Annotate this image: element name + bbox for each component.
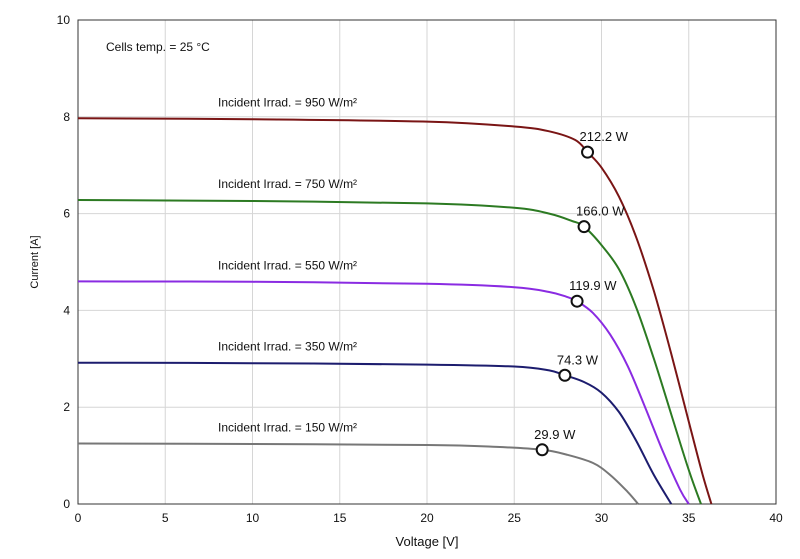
y-tick-label: 8 [63,110,70,124]
x-axis-label: Voltage [V] [396,534,459,549]
series-name-label: Incident Irrad. = 750 W/m² [218,177,357,191]
x-tick-label: 10 [246,511,260,525]
y-tick-label: 4 [63,303,70,317]
x-tick-label: 25 [508,511,522,525]
series-name-label: Incident Irrad. = 350 W/m² [218,340,357,354]
y-axis-label: Current [A] [29,235,41,288]
chart-annotation: Cells temp. = 25 °C [106,40,210,54]
mpp-power-label: 119.9 W [569,278,617,293]
series-line [77,361,673,505]
mpp-power-label: 166.0 W [576,204,625,219]
series-line [77,199,702,505]
x-tick-label: 0 [75,511,82,525]
mpp-marker [581,145,595,159]
x-tick-label: 40 [769,511,783,525]
series-line [77,442,639,505]
series-name-label: Incident Irrad. = 550 W/m² [218,258,357,272]
y-tick-label: 10 [57,13,71,27]
x-tick-label: 15 [333,511,347,525]
y-tick-label: 2 [63,400,70,414]
mpp-marker [570,294,584,308]
mpp-power-label: 74.3 W [557,352,599,367]
mpp-power-label: 29.9 W [534,427,576,442]
plot-frame [77,19,777,505]
series-labels: Incident Irrad. = 950 W/m² 212.2 W Inciden… [218,95,629,442]
series-name-label: Incident Irrad. = 950 W/m² [218,95,357,109]
y-tick-label: 6 [63,207,70,221]
mpp-power-label: 212.2 W [580,129,629,144]
x-tick-label: 30 [595,511,609,525]
grid [78,20,776,504]
mpp-marker [558,368,572,382]
series-line [77,117,713,505]
series-line [77,280,690,505]
mpp-marker [577,220,591,234]
series-name-label: Incident Irrad. = 150 W/m² [218,421,357,435]
y-tick-label: 0 [63,497,70,511]
x-tick-label: 35 [682,511,696,525]
axis-ticks: 0 5 10 15 20 25 30 35 40 0 2 4 6 8 10 [57,13,783,525]
mpp-marker [535,443,549,457]
x-tick-label: 20 [420,511,434,525]
x-tick-label: 5 [162,511,169,525]
series-layer [77,117,713,505]
